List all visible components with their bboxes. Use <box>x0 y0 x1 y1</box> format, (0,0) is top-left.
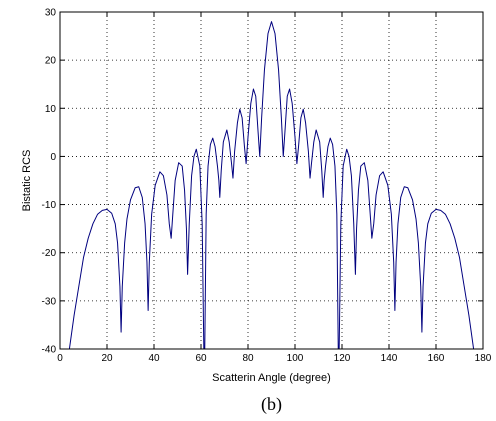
x-tick-label: 40 <box>148 353 160 364</box>
x-tick-label: 140 <box>381 353 398 364</box>
x-tick-label: 60 <box>195 353 207 364</box>
y-tick-label: -20 <box>42 248 57 259</box>
plot-area-background <box>60 12 483 349</box>
x-axis-label: Scatterin Angle (degree) <box>212 372 331 384</box>
x-tick-label: 0 <box>57 353 63 364</box>
grid <box>60 12 483 349</box>
x-tick-label: 180 <box>475 353 492 364</box>
y-tick-label: 0 <box>50 152 56 163</box>
x-tick-label: 120 <box>334 353 351 364</box>
x-tick-label: 20 <box>101 353 113 364</box>
figure-caption: (b) <box>261 394 282 415</box>
y-tick-label: 20 <box>45 56 57 67</box>
series-group <box>68 21 475 350</box>
plot-area-frame <box>59 11 484 350</box>
y-axis-label: Bistatic RCS <box>21 150 33 212</box>
y-tick-label: -10 <box>42 200 57 211</box>
y-tick-label: 10 <box>45 104 57 115</box>
y-tick-label: -40 <box>42 345 57 356</box>
x-tick-label: 80 <box>242 353 254 364</box>
ticks: 0 20 40 60 80 100 120 140 160 180 -40 -30 -20 -10 0 10 2… <box>42 8 492 365</box>
y-tick-label: -30 <box>42 296 57 307</box>
x-tick-label: 160 <box>428 353 445 364</box>
y-tick-label: 30 <box>45 8 57 19</box>
series-line <box>68 21 475 350</box>
x-tick-label: 100 <box>287 353 304 364</box>
